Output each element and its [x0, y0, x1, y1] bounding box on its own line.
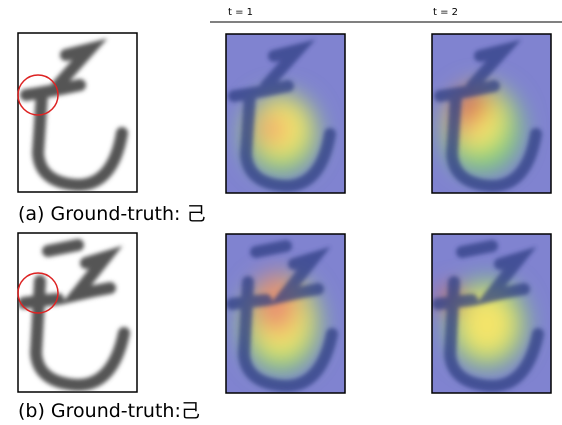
input-image — [18, 233, 137, 392]
column-label: t = 1 — [228, 7, 253, 18]
input-image — [18, 33, 137, 192]
column-label: t = 2 — [433, 7, 458, 18]
figure: t = 1 t = 2 — [0, 0, 562, 421]
attention-map — [432, 34, 551, 193]
attention-map — [226, 34, 345, 193]
attention-map — [226, 234, 345, 393]
caption: (a) Ground-truth: 己 — [18, 203, 206, 225]
caption: (b) Ground-truth:己 — [18, 400, 200, 421]
attention-map — [432, 234, 551, 393]
